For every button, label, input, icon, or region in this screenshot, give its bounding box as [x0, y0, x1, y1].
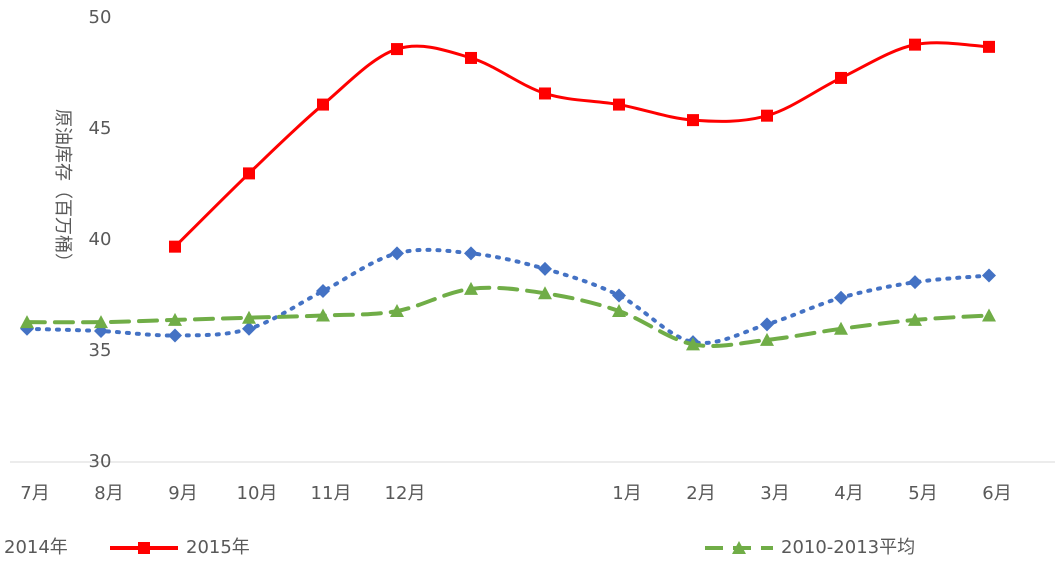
marker [391, 43, 403, 56]
marker [169, 240, 181, 253]
marker [983, 40, 995, 53]
x-tick-label: 10月 [237, 483, 278, 504]
marker [761, 109, 773, 122]
marker [168, 328, 182, 343]
marker [390, 304, 404, 318]
series-line [25, 285, 991, 349]
series-line [173, 41, 991, 249]
marker [242, 321, 256, 336]
marker [834, 321, 848, 335]
marker [243, 167, 255, 180]
marker [465, 51, 477, 64]
legend-label: 2015年 [186, 537, 250, 558]
marker [612, 304, 626, 318]
marker [835, 71, 847, 84]
marker [909, 38, 921, 51]
y-tick-label: 40 [89, 229, 112, 250]
marker [732, 541, 746, 554]
marker [464, 246, 478, 261]
y-axis-label: 原油库存（百万桶） [52, 109, 73, 271]
marker [168, 312, 182, 326]
x-tick-label: 3月 [760, 483, 789, 504]
y-tick-label: 30 [89, 451, 112, 472]
marker [687, 114, 699, 127]
marker [539, 87, 551, 100]
marker [613, 98, 625, 111]
marker [538, 286, 552, 300]
marker [20, 315, 34, 329]
legend-label: 2014年 [4, 537, 68, 558]
marker [138, 542, 150, 554]
marker [760, 332, 774, 346]
x-tick-label: 5月 [908, 483, 937, 504]
marker [834, 290, 848, 305]
marker [390, 246, 404, 261]
marker [612, 288, 626, 303]
marker [686, 337, 700, 351]
x-tick-label: 6月 [982, 483, 1011, 504]
marker [760, 317, 774, 332]
marker [316, 284, 330, 299]
marker [316, 308, 330, 322]
legend-label: 2010-2013平均 [781, 537, 915, 558]
marker [94, 315, 108, 329]
marker [982, 308, 996, 322]
y-tick-label: 50 [89, 7, 112, 28]
x-tick-label: 7月 [20, 483, 49, 504]
x-tick-label: 11月 [311, 483, 352, 504]
x-tick-label: 8月 [94, 483, 123, 504]
y-tick-label: 35 [89, 340, 112, 361]
marker [982, 268, 996, 283]
y-tick-label: 45 [89, 118, 112, 139]
x-tick-label: 4月 [834, 483, 863, 504]
marker [908, 312, 922, 326]
x-tick-label: 1月 [612, 483, 641, 504]
marker [908, 275, 922, 290]
series-line [25, 247, 991, 346]
marker [538, 261, 552, 276]
marker [317, 98, 329, 111]
x-tick-label: 12月 [385, 483, 426, 504]
marker [242, 310, 256, 324]
x-tick-label: 2月 [686, 483, 715, 504]
marker [464, 281, 478, 295]
x-tick-label: 9月 [168, 483, 197, 504]
